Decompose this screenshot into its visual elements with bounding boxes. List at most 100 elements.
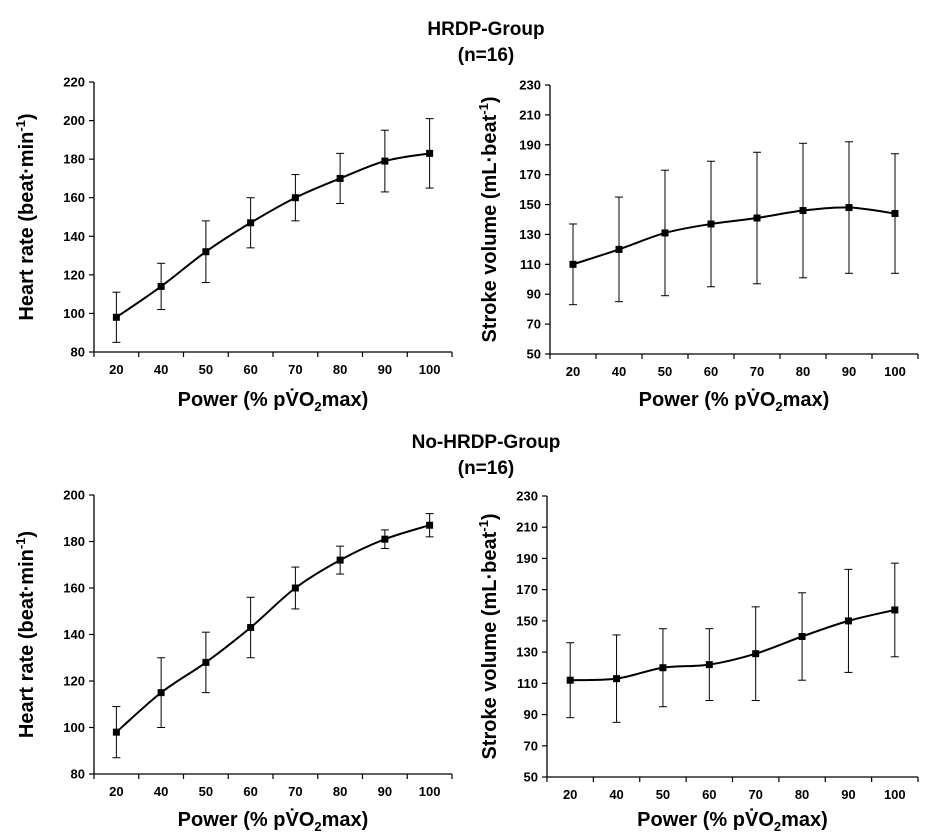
x-tick-label: 20 [109,784,123,799]
y-tick-label: 50 [524,770,538,785]
x-tick-label: 40 [154,784,168,799]
y-tick-label: 210 [519,107,541,122]
y-tick-label: 120 [63,674,85,689]
y-tick-label: 100 [63,720,85,735]
x-tick-label: 70 [748,787,762,802]
y-tick-label: 130 [516,645,538,660]
x-tick-label: 90 [842,364,856,379]
y-tick-label: 110 [520,257,541,272]
y-tick-label: 230 [516,489,538,504]
y-tick-label: 170 [516,582,538,597]
data-point [845,204,853,212]
group-title-no-hrdp-line1: No-HRDP-Group [412,432,561,453]
data-point [891,210,899,218]
data-point [844,617,852,625]
data-point [891,606,899,614]
data-point [707,220,715,228]
x-axis-label: Power (% pV̇O2max) [178,807,369,834]
x-tick-label: 20 [563,787,577,802]
data-point [336,174,344,182]
x-tick-label: 100 [419,784,441,799]
x-tick-label: 80 [796,364,810,379]
hrdp-heart-rate-panel: 80 100 120 140 160 180 200 220 20 40 50 60 70 80 90 100… [13,75,453,414]
data-point [157,689,165,697]
data-point [112,313,120,321]
x-tick-label: 60 [243,784,257,799]
data-point [247,219,255,227]
y-axis-label: Stroke volume (mL·beat-1) [476,96,501,342]
series-line [572,206,896,266]
y-axis-label: Stroke volume (mL·beat-1) [476,513,501,759]
x-tick-label: 60 [702,787,716,802]
y-tick-label: 200 [63,113,85,128]
no-hrdp-stroke-volume-panel: 50 70 90 110 130 150 170 190 210 230 20 40 50 60 70 80 9… [476,489,919,834]
x-tick-label: 40 [154,362,168,377]
x-tick-label: 100 [884,787,906,802]
x-tick-label: 70 [750,364,764,379]
x-tick-label: 20 [566,364,580,379]
y-tick-label: 180 [63,534,85,549]
y-tick-label: 150 [519,197,541,212]
data-point [752,650,760,658]
y-tick-label: 90 [524,707,538,722]
y-tick-label: 200 [63,488,85,503]
data-point [615,245,623,253]
x-tick-label: 50 [658,364,672,379]
data-point [659,664,667,672]
data-point [426,149,434,157]
data-point [202,658,210,666]
y-tick-label: 160 [63,581,85,596]
x-tick-label: 80 [333,784,347,799]
data-point [569,260,577,268]
x-tick-label: 100 [884,364,906,379]
y-tick-label: 150 [516,613,538,628]
data-point [381,535,389,543]
y-tick-label: 180 [63,152,85,167]
group-title-no-hrdp: No-HRDP-Group (n=16) [412,432,561,479]
y-tick-label: 210 [516,520,538,535]
x-axis-label: Power (% pV̇O2max) [639,387,830,414]
hrdp-stroke-volume-panel: 50 70 90 110 130 150 170 190 210 230 20 40 50 60 70 80 9… [476,78,919,414]
y-tick-label: 70 [527,317,541,332]
y-tick-label: 190 [516,551,538,566]
data-point [291,194,299,202]
data-point [291,584,299,592]
y-tick-label: 100 [63,306,85,321]
data-point [157,282,165,290]
y-tick-label: 110 [517,676,538,691]
y-tick-label: 140 [63,627,85,642]
x-tick-label: 60 [704,364,718,379]
data-point [705,661,713,669]
y-tick-label: 170 [519,167,541,182]
data-point [247,624,255,632]
y-tick-label: 140 [63,229,85,244]
y-tick-label: 80 [71,767,85,782]
x-tick-label: 50 [656,787,670,802]
x-axis-label: Power (% pV̇O2max) [178,387,369,414]
data-point [798,633,806,640]
x-tick-label: 50 [199,362,213,377]
x-tick-label: 100 [419,362,441,377]
x-tick-label: 70 [288,784,302,799]
y-tick-label: 190 [519,137,541,152]
data-point [566,676,574,684]
x-tick-label: 60 [243,362,257,377]
x-axis-label: Power (% pV̇O2max) [637,807,828,834]
y-tick-label: 120 [63,267,85,282]
y-tick-label: 130 [519,227,541,242]
x-tick-label: 40 [609,787,623,802]
x-tick-label: 50 [199,784,213,799]
series-line [115,152,430,319]
series-line [570,608,896,682]
group-title-hrdp: HRDP-Group (n=16) [427,19,544,66]
x-tick-label: 90 [841,787,855,802]
x-tick-label: 90 [378,362,392,377]
y-tick-label: 70 [524,738,538,753]
data-point [426,521,434,529]
no-hrdp-heart-rate-panel: 80 100 120 140 160 180 200 20 40 50 60 70 80 90 100 Pow… [13,488,453,834]
y-tick-label: 220 [63,75,85,90]
y-axis-label: Heart rate (beat·min-1) [13,113,38,320]
data-point [202,248,210,256]
data-point [112,728,120,736]
